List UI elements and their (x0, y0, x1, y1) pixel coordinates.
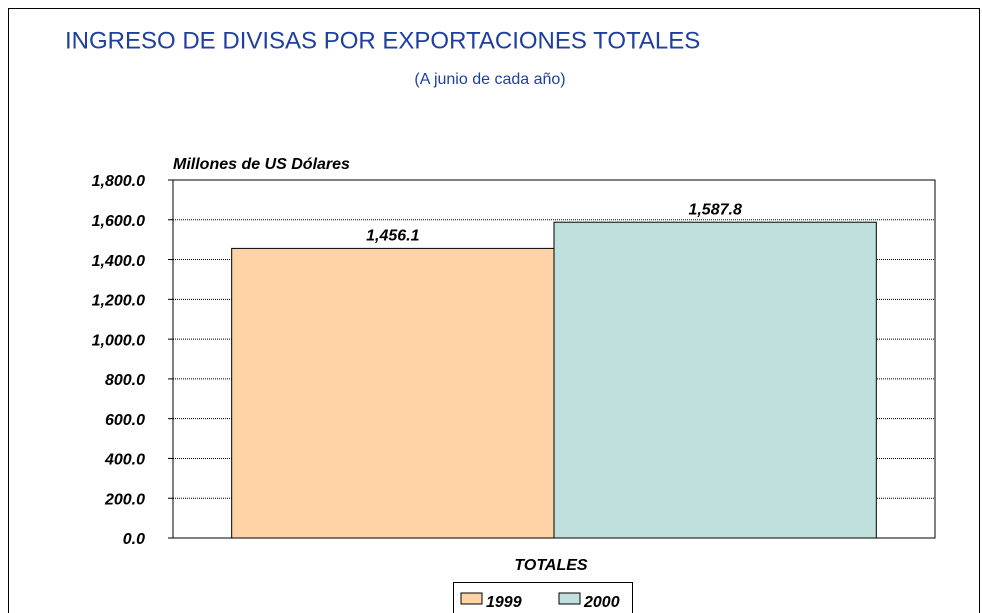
data-label: 1,456.1 (366, 228, 419, 245)
chart-subtitle: (A junio de cada año) (414, 71, 565, 88)
y-tick-label: 600.0 (105, 412, 145, 429)
y-tick-label: 1,600.0 (92, 213, 145, 230)
data-label: 1,587.8 (688, 201, 741, 218)
bar (231, 247, 555, 539)
y-tick-label: 1,000.0 (92, 332, 145, 349)
legend-swatch (558, 592, 581, 605)
legend (453, 582, 633, 613)
legend-label: 1999 (486, 594, 522, 611)
legend-box (453, 582, 633, 613)
chart-border (8, 8, 980, 613)
chart-title: INGRESO DE DIVISAS POR EXPORTACIONES TOT… (65, 27, 700, 54)
bar (553, 221, 877, 539)
y-tick-label: 200.0 (104, 491, 145, 508)
legend-swatch (460, 592, 483, 605)
legend-label: 2000 (583, 594, 620, 611)
y-tick-label: 400.0 (104, 452, 145, 469)
y-tick-label: 800.0 (105, 372, 145, 389)
y-tick-label: 0.0 (123, 531, 145, 548)
y-tick-label: 1,200.0 (92, 293, 145, 310)
x-tick-label: TOTALES (514, 557, 588, 574)
y-axis-title: Millones de US Dólares (173, 156, 350, 173)
y-tick-label: 1,800.0 (92, 173, 145, 190)
y-tick-label: 1,400.0 (92, 253, 145, 270)
